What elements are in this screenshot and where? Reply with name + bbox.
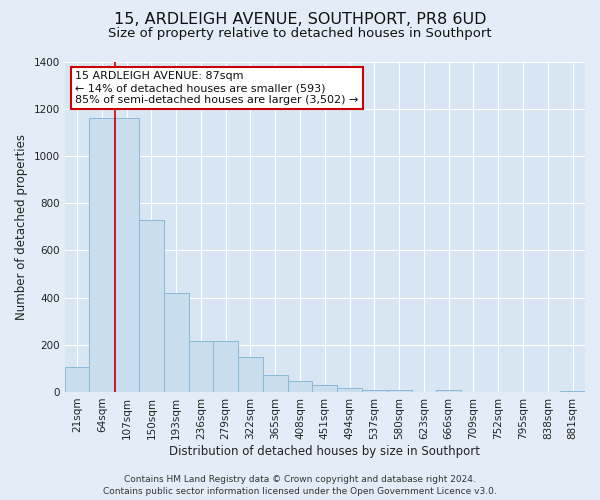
Bar — [188, 341, 214, 392]
Bar — [560, 391, 585, 392]
X-axis label: Distribution of detached houses by size in Southport: Distribution of detached houses by size … — [169, 444, 481, 458]
Bar — [313, 385, 337, 392]
Text: Size of property relative to detached houses in Southport: Size of property relative to detached ho… — [108, 28, 492, 40]
Bar — [387, 390, 412, 392]
Bar — [337, 388, 362, 392]
Bar — [287, 381, 313, 392]
Y-axis label: Number of detached properties: Number of detached properties — [15, 134, 28, 320]
Bar — [362, 390, 387, 392]
Bar — [238, 357, 263, 392]
Bar — [263, 376, 287, 392]
Bar — [139, 220, 164, 392]
Bar — [114, 118, 139, 392]
Bar — [65, 367, 89, 392]
Bar — [436, 390, 461, 392]
Bar — [164, 293, 188, 392]
Text: Contains HM Land Registry data © Crown copyright and database right 2024.
Contai: Contains HM Land Registry data © Crown c… — [103, 474, 497, 496]
Text: 15 ARDLEIGH AVENUE: 87sqm
← 14% of detached houses are smaller (593)
85% of semi: 15 ARDLEIGH AVENUE: 87sqm ← 14% of detac… — [75, 72, 358, 104]
Bar — [89, 118, 114, 392]
Bar — [214, 341, 238, 392]
Text: 15, ARDLEIGH AVENUE, SOUTHPORT, PR8 6UD: 15, ARDLEIGH AVENUE, SOUTHPORT, PR8 6UD — [114, 12, 486, 28]
